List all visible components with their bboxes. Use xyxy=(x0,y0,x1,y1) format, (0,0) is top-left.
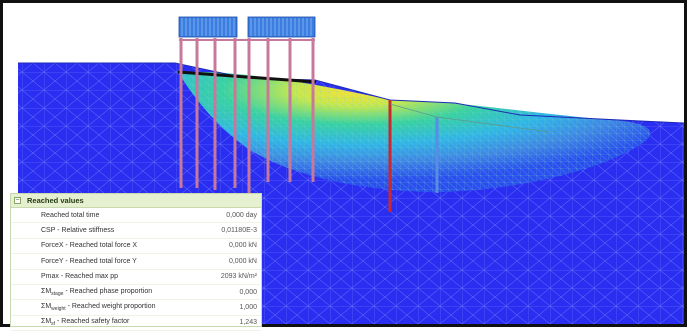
reached-values-panel: − Reached values Reached total time 0,00… xyxy=(10,193,262,332)
row-label: ΣMstage - Reached phase proportion xyxy=(11,288,177,297)
table-row: ForceX - Reached total force X 0,000 kN xyxy=(11,239,261,255)
slip-mesh-overlay xyxy=(178,71,650,192)
table-row: ΣMsf - Reached safety factor 1,243 xyxy=(11,316,261,332)
row-label: ΣMweight - Reached weight proportion xyxy=(11,303,177,312)
row-label: ForceY - Reached total force Y xyxy=(41,257,137,265)
row-value: 2093 kN/m² xyxy=(220,273,257,281)
row-value: 0,000 xyxy=(239,288,257,296)
pile-group xyxy=(179,38,315,195)
row-label: Pmax - Reached max pp xyxy=(41,273,119,281)
anchor-lines xyxy=(389,103,551,133)
row-value: 0,000 kN xyxy=(228,242,257,250)
table-row: ForceY - Reached total force Y 0,000 kN xyxy=(11,254,261,270)
row-value: 0,000 kN xyxy=(228,257,257,265)
load-block-hatch xyxy=(181,18,312,36)
label-prefix: ΣM xyxy=(41,318,52,326)
label-subscript: sf xyxy=(51,321,56,328)
collapse-icon[interactable]: − xyxy=(14,197,21,204)
row-value: 1,243 xyxy=(239,319,257,327)
load-block-right xyxy=(247,16,316,38)
row-label: ForceX - Reached total force X xyxy=(41,242,138,250)
row-value: 0,01180E-3 xyxy=(221,227,257,235)
label-suffix: - Reached weight proportion xyxy=(65,303,156,311)
table-row: Reached total time 0,000 day xyxy=(11,208,261,224)
label-prefix: ΣM xyxy=(41,303,52,311)
label-suffix: - Reached safety factor xyxy=(55,318,130,326)
deck-beam xyxy=(177,70,317,84)
row-label: ΣMsf - Reached safety factor xyxy=(11,318,177,327)
table-row: ΣMstage - Reached phase proportion 0,000 xyxy=(11,285,261,301)
table-row: CSP - Relative stiffness 0,01180E-3 xyxy=(11,223,261,239)
panel-header[interactable]: − Reached values xyxy=(11,194,261,208)
row-label: Reached total time xyxy=(41,211,100,219)
label-suffix: - Reached phase proportion xyxy=(63,287,153,295)
load-block-left xyxy=(178,16,238,38)
row-value: 0,000 day xyxy=(226,211,257,219)
table-row: Pmax - Reached max pp 2093 kN/m² xyxy=(11,270,261,285)
label-subscript: weight xyxy=(51,306,66,313)
panel-title: Reached values xyxy=(27,196,84,205)
label-subscript: stage xyxy=(51,290,64,297)
label-prefix: ΣM xyxy=(41,287,52,295)
row-label: CSP - Relative stiffness xyxy=(41,227,115,235)
table-row: ΣMweight - Reached weight proportion 1,0… xyxy=(11,300,261,316)
row-value: 1,000 xyxy=(239,304,257,312)
